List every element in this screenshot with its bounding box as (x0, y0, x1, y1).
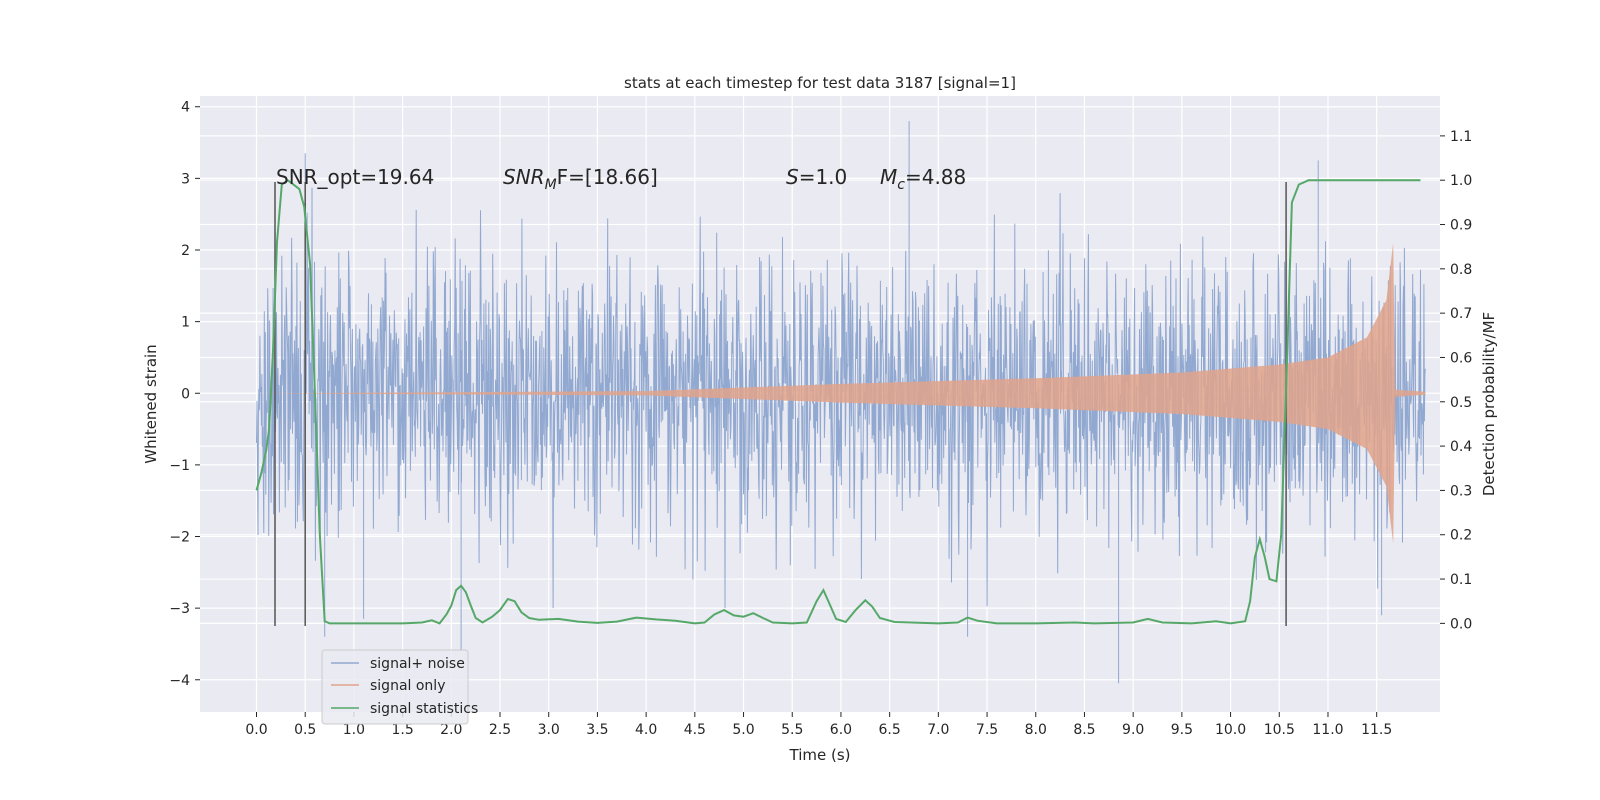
x-tick-label: 1.0 (343, 722, 365, 738)
legend-box (321, 649, 469, 725)
x-tick-label: 11.5 (1361, 722, 1392, 738)
x-tick-label: 5.5 (781, 722, 803, 738)
annotation-mc: Mc=4.88 (880, 165, 966, 193)
x-axis-ticks: 0.0 0.5 1.0 1.5 2.0 2.5 3.0 3.5 4.0 4.5 5.0 5.5 6.0 6… (245, 712, 1392, 738)
x-tick-label: 2.0 (440, 722, 462, 738)
x-tick-label: 1.5 (391, 722, 413, 738)
x-tick-label: 8.0 (1025, 722, 1047, 738)
y-left-axis-ticks: −4 −3 −2 −1 0 1 2 3 4 (169, 100, 200, 689)
x-tick-label: 6.0 (830, 722, 852, 738)
legend-label-signal-only: signal only (370, 678, 445, 694)
x-axis-label: Time (s) (789, 746, 851, 764)
series-signal-only (256, 242, 1426, 544)
chart-title: stats at each timestep for test data 318… (624, 74, 1016, 92)
y-right-tick-label: 0.3 (1450, 483, 1472, 499)
x-tick-label: 0.5 (294, 722, 316, 738)
x-tick-label: 9.0 (1122, 722, 1144, 738)
y-right-tick-label: 0.7 (1450, 306, 1472, 322)
annotation-snr-opt: SNR_opt=19.64 (276, 165, 434, 189)
x-tick-label: 11.0 (1312, 722, 1343, 738)
legend: signal+ noise signal only signal statist… (321, 649, 478, 725)
y-right-tick-label: 0.6 (1450, 350, 1472, 366)
y-left-tick-label: 1 (181, 315, 190, 331)
x-tick-label: 5.0 (732, 722, 754, 738)
y-right-tick-label: 0.9 (1450, 218, 1472, 234)
x-tick-label: 9.5 (1171, 722, 1193, 738)
x-tick-label: 10.0 (1215, 722, 1246, 738)
x-tick-label: 4.5 (684, 722, 706, 738)
y-left-axis-label: Whitened strain (142, 344, 160, 463)
y-right-tick-label: 0.1 (1450, 572, 1472, 588)
legend-label-signal-noise: signal+ noise (370, 656, 465, 672)
y-right-tick-label: 0.0 (1450, 616, 1472, 632)
x-tick-label: 10.5 (1264, 722, 1295, 738)
y-right-tick-label: 0.2 (1450, 528, 1472, 544)
y-left-tick-label: −1 (169, 458, 190, 474)
y-left-tick-label: 2 (181, 243, 190, 259)
x-tick-label: 3.0 (538, 722, 560, 738)
x-tick-label: 7.0 (927, 722, 949, 738)
y-right-tick-label: 0.8 (1450, 262, 1472, 278)
x-tick-label: 4.0 (635, 722, 657, 738)
legend-label-signal-statistics: signal statistics (370, 701, 478, 717)
y-right-tick-label: 1.1 (1450, 129, 1472, 145)
y-left-tick-label: −4 (169, 673, 190, 689)
y-left-tick-label: −2 (169, 530, 190, 546)
x-tick-label: 0.0 (245, 722, 267, 738)
x-tick-label: 7.5 (976, 722, 998, 738)
annotation-snr-mf: SNRMF=[18.66] (503, 165, 658, 193)
y-right-tick-label: 1.0 (1450, 173, 1472, 189)
y-left-tick-label: 0 (181, 386, 190, 402)
series-signal-statistics (255, 178, 1421, 625)
x-tick-label: 2.5 (489, 722, 511, 738)
y-left-tick-label: −3 (169, 601, 190, 617)
x-tick-label: 3.5 (586, 722, 608, 738)
y-right-axis-label: Detection probability/MF (1480, 312, 1498, 496)
y-right-tick-label: 0.5 (1450, 395, 1472, 411)
x-tick-label: 8.5 (1073, 722, 1095, 738)
y-right-tick-label: 0.4 (1450, 439, 1472, 455)
y-left-tick-label: 3 (181, 171, 190, 187)
annotation-s: S=1.0 (786, 165, 847, 189)
y-left-tick-label: 4 (181, 100, 190, 116)
annotations: SNR_opt=19.64 SNRMF=[18.66] S=1.0 Mc=4.8… (276, 165, 966, 193)
x-tick-label: 6.5 (879, 722, 901, 738)
y-right-axis-ticks: 0.0 0.1 0.2 0.3 0.4 0.5 0.6 0.7 0.8 0.9 1.0 1.1 (1440, 129, 1472, 632)
